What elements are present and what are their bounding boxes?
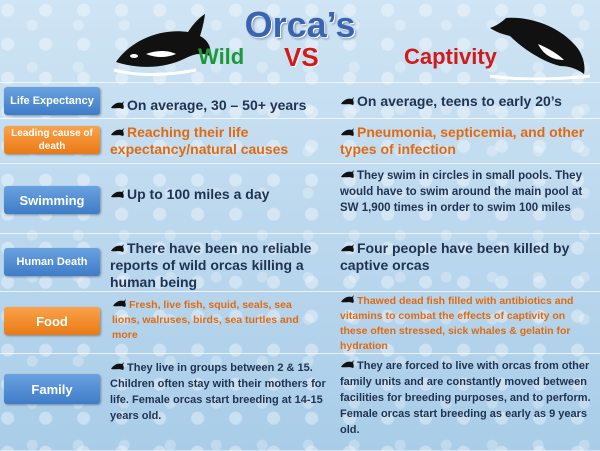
orca-bullet-icon	[113, 299, 126, 307]
orca-bullet-icon	[111, 101, 124, 109]
captivity-cell: They swim in circles in small pools. The…	[340, 170, 583, 214]
header: Orca’s Wild VS Captivity	[0, 0, 600, 85]
orca-bullet-icon	[341, 295, 354, 303]
captivity-cell: Four people have been killed by captive …	[340, 240, 570, 273]
captivity-heading: Captivity	[404, 44, 497, 69]
orca-bullet-icon	[111, 244, 124, 252]
orca-icon	[489, 17, 591, 80]
wild-cell: They live in groups between 2 & 15. Chil…	[110, 362, 326, 422]
vs-heading: VS	[284, 42, 319, 72]
row-label: Swimming	[4, 186, 100, 214]
row-label: Leading cause of death	[4, 126, 100, 154]
orca-bullet-icon	[111, 190, 124, 198]
row-label: Human Death	[4, 248, 100, 276]
wild-cell: Reaching their life expectancy/natural c…	[110, 124, 289, 157]
table-row: Life Expectancy On average, 30 – 50+ yea…	[0, 82, 600, 119]
wild-cell: There have been no reliable reports of w…	[110, 240, 312, 290]
captivity-cell: Pneumonia, septicemia, and other types o…	[340, 124, 585, 157]
orca-bullet-icon	[341, 128, 354, 136]
wild-heading: Wild	[198, 44, 245, 69]
orca-bullet-icon	[341, 244, 354, 252]
row-label: Food	[4, 307, 100, 335]
orca-bullet-icon	[111, 362, 124, 370]
orca-bullet-icon	[341, 360, 354, 368]
table-row: Leading cause of death Reaching their li…	[0, 118, 600, 164]
row-label: Family	[4, 374, 100, 404]
orca-bullet-icon	[111, 128, 124, 136]
table-row: Human Death There have been no reliable …	[0, 233, 600, 292]
row-label: Life Expectancy	[4, 87, 100, 115]
captivity-cell: They are forced to live with orcas from …	[340, 360, 591, 436]
orca-bullet-icon	[341, 97, 354, 105]
table-row: Food Fresh, live fish, squid, seals, sea…	[0, 291, 600, 354]
captivity-cell: Thawed dead fish filled with antibiotics…	[340, 295, 574, 352]
orca-icon	[113, 14, 211, 76]
table-row: Swimming Up to 100 miles a day They swim…	[0, 163, 600, 234]
page-title: Orca’s	[244, 4, 356, 45]
orca-bullet-icon	[341, 170, 354, 178]
table-row: Family They live in groups between 2 & 1…	[0, 353, 600, 451]
wild-cell: Fresh, live fish, squid, seals, sea lion…	[112, 299, 299, 341]
captivity-cell: On average, teens to early 20’s	[340, 93, 595, 110]
wild-cell: Up to 100 miles a day	[110, 186, 330, 203]
wild-cell: On average, 30 – 50+ years	[110, 97, 330, 114]
